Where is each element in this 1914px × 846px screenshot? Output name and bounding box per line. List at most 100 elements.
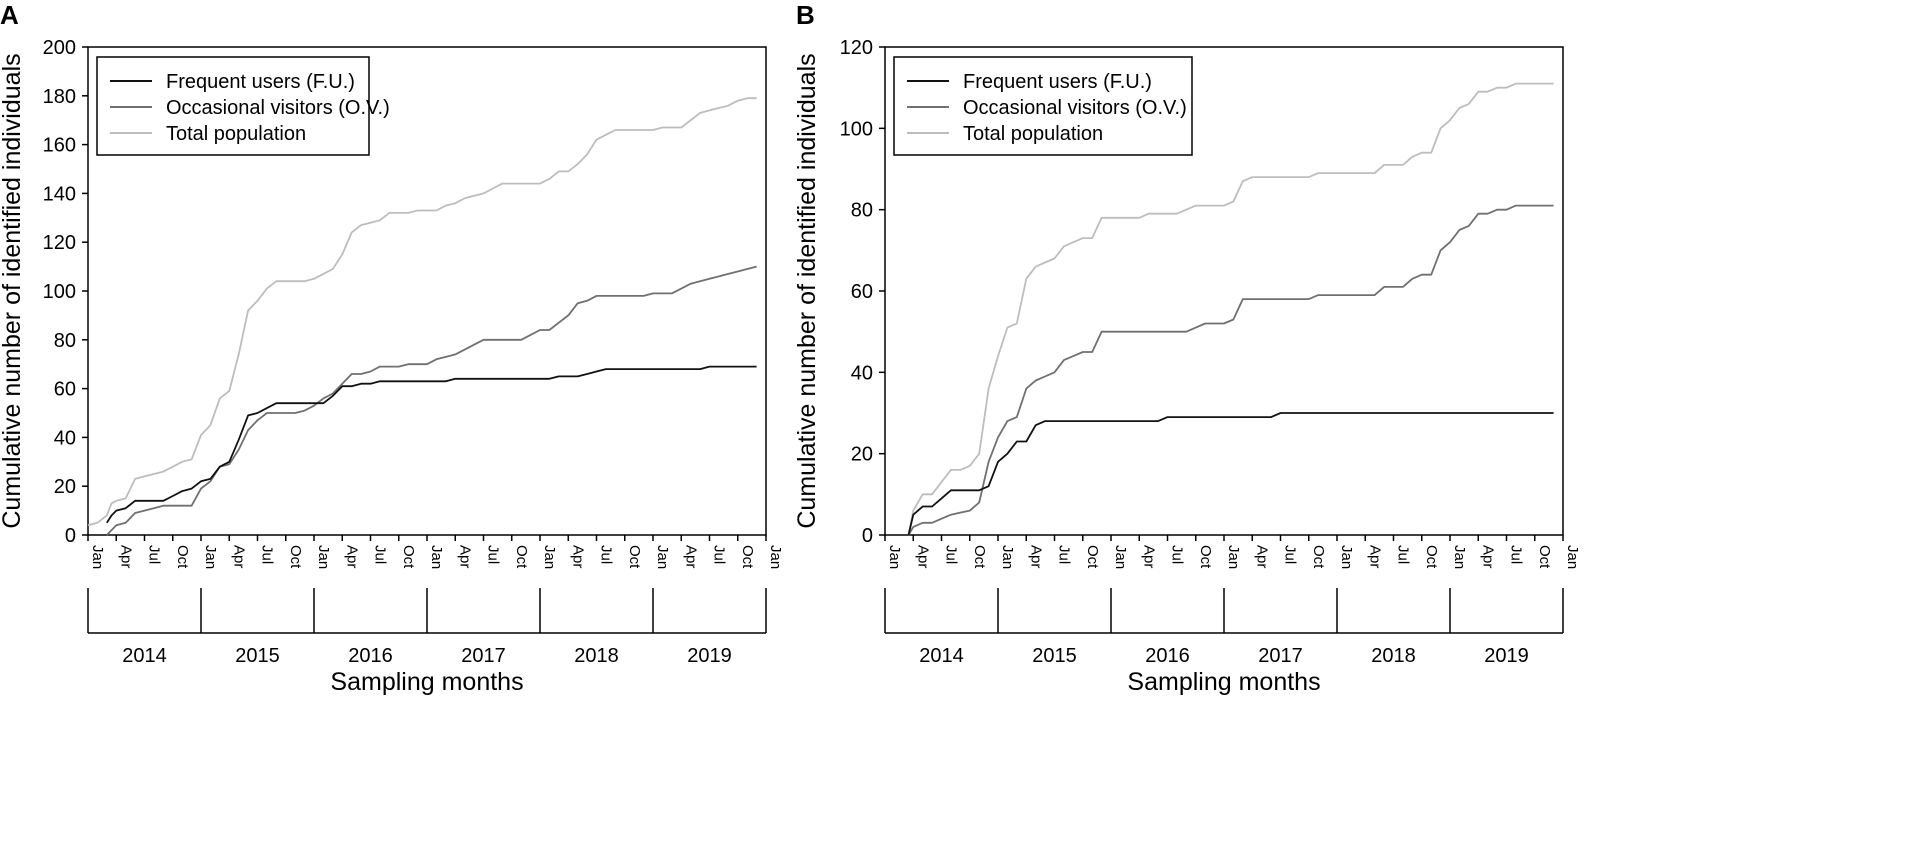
x-tick-label-b: Jan <box>886 545 903 569</box>
y-tick-label-b: 120 <box>840 37 873 59</box>
x-tick-label-b: Jan <box>1564 545 1581 569</box>
y-tick-label-a: 100 <box>43 281 76 303</box>
x-tick-label-a: Apr <box>343 545 360 568</box>
series-line-a <box>87 97 757 527</box>
panel-label-b: B <box>796 0 815 30</box>
year-label-a: 2015 <box>235 645 280 667</box>
x-tick-label-a: Jul <box>259 545 276 564</box>
x-tick-label-a: Apr <box>569 545 586 568</box>
x-tick-label-a: Oct <box>174 545 191 569</box>
x-tick-label-a: Jan <box>428 545 445 569</box>
x-tick-label-b: Apr <box>1027 545 1044 568</box>
x-axis-title-b: Sampling months <box>1127 668 1320 696</box>
x-tick-label-a: Jul <box>598 545 615 564</box>
series-line-a <box>106 265 757 536</box>
x-tick-label-a: Jan <box>89 545 106 569</box>
chart-panel-b: B Cumulative number of identified indivi… <box>793 0 1581 696</box>
series-line-b <box>907 82 1554 536</box>
x-tick-label-a: Jul <box>711 545 728 564</box>
x-tick-label-b: Jan <box>1338 545 1355 569</box>
y-tick-label-a: 180 <box>43 86 76 108</box>
series-line-b <box>907 412 1554 536</box>
x-tick-label-a: Apr <box>117 545 134 568</box>
year-label-a: 2014 <box>122 645 167 667</box>
x-tick-label-a: Jan <box>315 545 332 569</box>
x-tick-label-b: Oct <box>1423 545 1440 569</box>
year-label-b: 2014 <box>919 645 964 667</box>
x-tick-label-a: Oct <box>287 545 304 569</box>
x-tick-label-b: Apr <box>1253 545 1270 568</box>
x-tick-label-a: Jan <box>767 545 784 569</box>
x-tick-label-a: Jul <box>372 545 389 564</box>
y-tick-label-a: 60 <box>54 379 76 401</box>
x-tick-label-b: Oct <box>971 545 988 569</box>
y-tick-label-b: 40 <box>851 362 873 384</box>
x-tick-label-a: Jan <box>541 545 558 569</box>
x-tick-label-b: Oct <box>1197 545 1214 569</box>
y-axis-title-b: Cumulative number of identified individu… <box>793 53 821 528</box>
y-tick-label-a: 40 <box>54 427 76 449</box>
x-tick-label-b: Jan <box>1112 545 1129 569</box>
x-tick-label-a: Apr <box>456 545 473 568</box>
x-tick-label-a: Jan <box>654 545 671 569</box>
x-tick-label-b: Apr <box>914 545 931 568</box>
x-tick-label-b: Jul <box>1169 545 1186 564</box>
y-tick-label-b: 60 <box>851 281 873 303</box>
y-tick-label-b: 100 <box>840 118 873 140</box>
y-tick-label-a: 160 <box>43 135 76 157</box>
y-tick-label-a: 140 <box>43 183 76 205</box>
x-tick-label-b: Jan <box>1451 545 1468 569</box>
x-tick-label-b: Jan <box>1225 545 1242 569</box>
y-tick-label-b: 20 <box>851 444 873 466</box>
y-tick-label-a: 120 <box>43 232 76 254</box>
legend-label-a: Occasional visitors (O.V.) <box>166 97 390 119</box>
year-label-a: 2017 <box>461 645 506 667</box>
x-tick-label-b: Apr <box>1366 545 1383 568</box>
x-tick-label-b: Oct <box>1536 545 1553 569</box>
y-tick-label-a: 20 <box>54 476 76 498</box>
y-tick-label-b: 0 <box>862 525 873 547</box>
chart-panel-a: A Cumulative number of identified indivi… <box>0 0 784 696</box>
year-label-a: 2016 <box>348 645 393 667</box>
series-line-a <box>106 365 757 524</box>
x-tick-label-a: Apr <box>682 545 699 568</box>
year-label-a: 2018 <box>574 645 619 667</box>
year-label-b: 2019 <box>1484 645 1529 667</box>
legend-label-b: Total population <box>963 123 1103 145</box>
y-axis-title-a: Cumulative number of identified individu… <box>0 53 26 528</box>
year-label-b: 2015 <box>1032 645 1077 667</box>
x-tick-label-b: Apr <box>1479 545 1496 568</box>
x-tick-label-b: Oct <box>1310 545 1327 569</box>
x-tick-label-a: Jan <box>202 545 219 569</box>
x-tick-label-b: Jul <box>1282 545 1299 564</box>
y-tick-label-a: 0 <box>65 525 76 547</box>
y-tick-label-a: 80 <box>54 330 76 352</box>
year-label-a: 2019 <box>687 645 732 667</box>
x-tick-label-b: Oct <box>1084 545 1101 569</box>
legend-label-b: Frequent users (F.U.) <box>963 71 1152 93</box>
x-axis-title-a: Sampling months <box>330 668 523 696</box>
year-label-b: 2018 <box>1371 645 1416 667</box>
x-tick-label-a: Apr <box>230 545 247 568</box>
year-label-b: 2017 <box>1258 645 1303 667</box>
year-label-b: 2016 <box>1145 645 1190 667</box>
x-tick-label-b: Jul <box>1056 545 1073 564</box>
legend-label-a: Total population <box>166 123 306 145</box>
series-line-b <box>907 204 1554 536</box>
x-tick-label-a: Jul <box>485 545 502 564</box>
x-tick-label-a: Oct <box>739 545 756 569</box>
x-tick-label-b: Jul <box>1508 545 1525 564</box>
x-tick-label-a: Oct <box>626 545 643 569</box>
legend-label-a: Frequent users (F.U.) <box>166 71 355 93</box>
y-tick-label-a: 200 <box>43 37 76 59</box>
x-tick-label-a: Oct <box>400 545 417 569</box>
x-tick-label-b: Jan <box>999 545 1016 569</box>
legend-label-b: Occasional visitors (O.V.) <box>963 97 1187 119</box>
x-tick-label-a: Oct <box>513 545 530 569</box>
x-tick-label-b: Jul <box>943 545 960 564</box>
y-tick-label-b: 80 <box>851 200 873 222</box>
x-tick-label-b: Apr <box>1140 545 1157 568</box>
panel-label-a: A <box>0 0 19 30</box>
x-tick-label-b: Jul <box>1395 545 1412 564</box>
